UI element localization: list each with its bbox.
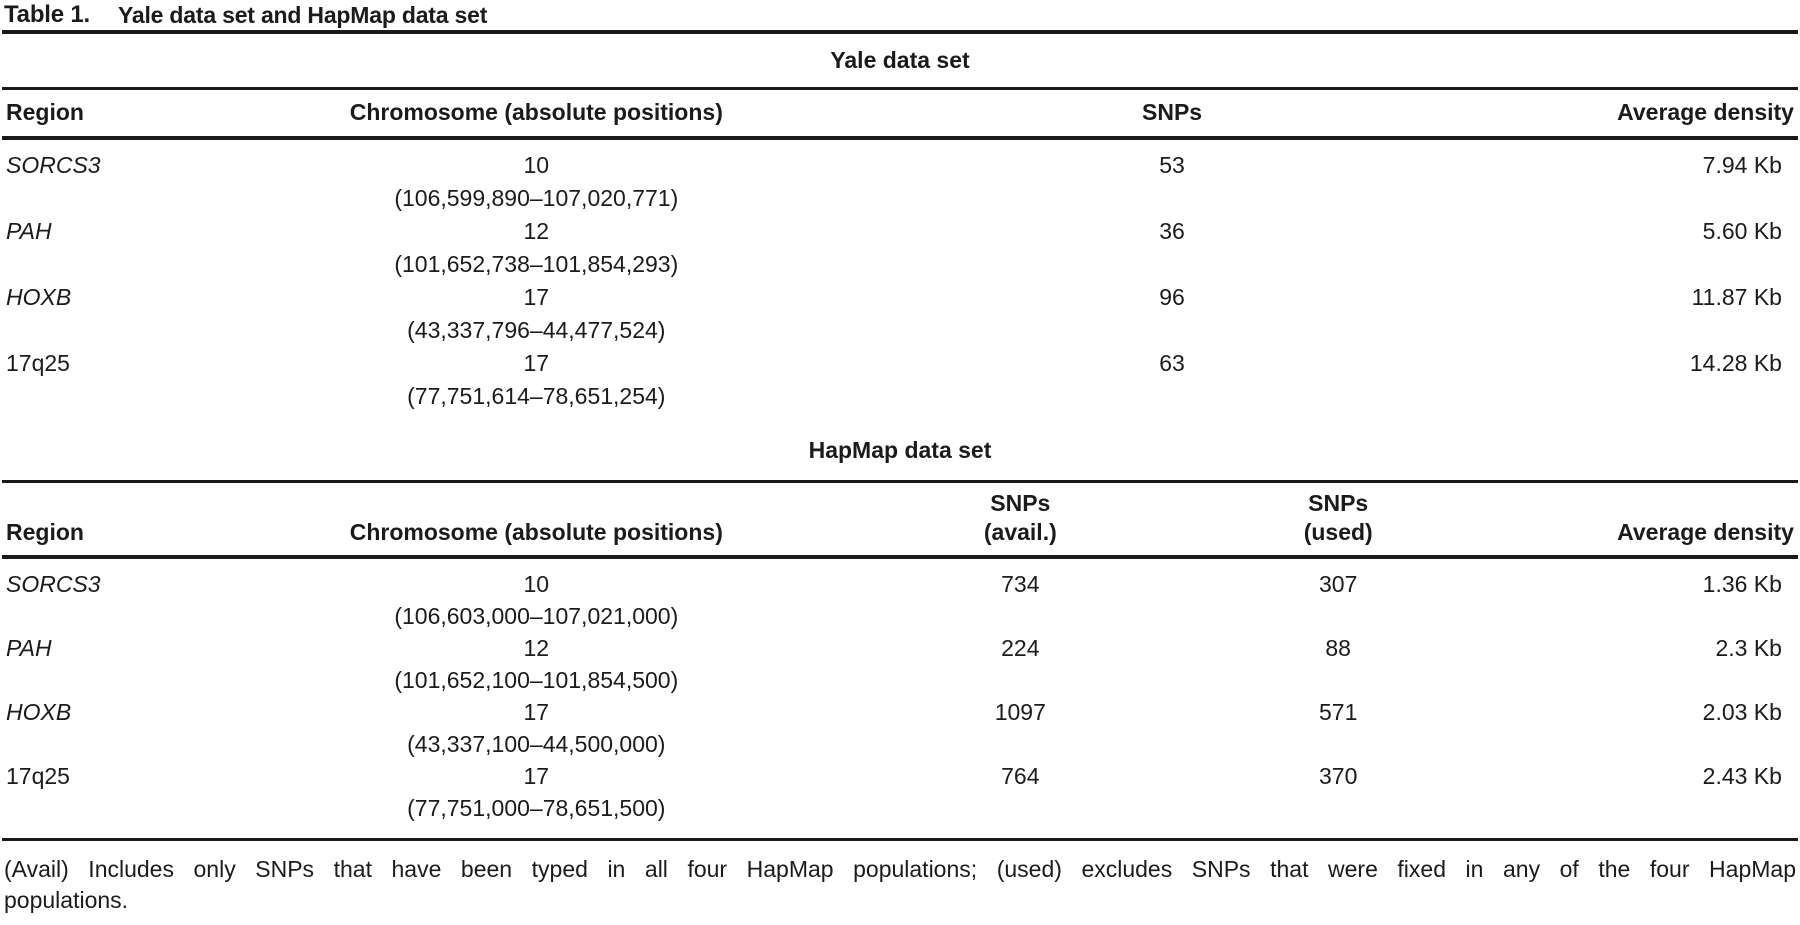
yale-header-row: Region Chromosome (absolute positions) S… bbox=[2, 90, 1798, 136]
density-cell: 2.03 Kb bbox=[1702, 699, 1782, 725]
density-cell: 2.3 Kb bbox=[1715, 635, 1782, 661]
chromosome-cell: 12 (101,652,738–101,854,293) bbox=[271, 215, 801, 281]
hapmap-header-region: Region bbox=[6, 519, 84, 545]
snps-avail-cell: 1097 bbox=[994, 699, 1046, 725]
table-number: Table 1. bbox=[4, 1, 90, 28]
chromosome-positions: (77,751,000–78,651,500) bbox=[407, 795, 666, 821]
region-cell: SORCS3 bbox=[6, 571, 101, 597]
footnote-line2: populations. bbox=[4, 887, 129, 913]
table-row: PAH 12 (101,652,100–101,854,500) 224 88 … bbox=[2, 632, 1798, 696]
chromosome-number: 17 bbox=[523, 284, 550, 310]
density-cell: 1.36 Kb bbox=[1702, 571, 1782, 597]
density-cell: 7.94 Kb bbox=[1702, 152, 1782, 178]
table-title: Yale data set and HapMap data set bbox=[118, 1, 488, 28]
region-cell: PAH bbox=[6, 218, 52, 244]
yale-section-heading: Yale data set bbox=[830, 47, 970, 73]
chromosome-cell: 17 (77,751,614–78,651,254) bbox=[271, 347, 801, 413]
hapmap-header-chromosome: Chromosome (absolute positions) bbox=[349, 519, 723, 545]
hapmap-header-snps-avail: SNPs (avail.) bbox=[801, 489, 1239, 547]
rule-below-yale-header bbox=[2, 136, 1798, 140]
chromosome-positions: (106,603,000–107,021,000) bbox=[394, 603, 679, 629]
table-row: HOXB 17 (43,337,796–44,477,524) 96 11.87… bbox=[2, 281, 1798, 347]
chromosome-number: 10 bbox=[523, 152, 550, 178]
table-caption: Table 1. Yale data set and HapMap data s… bbox=[2, 0, 1798, 30]
region-cell: HOXB bbox=[6, 699, 72, 725]
table-row: SORCS3 10 (106,599,890–107,020,771) 53 7… bbox=[2, 149, 1798, 215]
table-row: PAH 12 (101,652,738–101,854,293) 36 5.60… bbox=[2, 215, 1798, 281]
density-cell: 14.28 Kb bbox=[1689, 350, 1782, 376]
snps-avail-line1: SNPs bbox=[990, 490, 1051, 516]
hapmap-section-heading: HapMap data set bbox=[808, 437, 992, 463]
hapmap-header-row: Region Chromosome (absolute positions) S… bbox=[2, 483, 1798, 555]
chromosome-positions: (101,652,738–101,854,293) bbox=[394, 251, 679, 277]
snps-cell: 63 bbox=[1159, 350, 1185, 376]
chromosome-cell: 10 (106,599,890–107,020,771) bbox=[271, 149, 801, 215]
density-cell: 11.87 Kb bbox=[1691, 284, 1782, 310]
density-cell: 2.43 Kb bbox=[1702, 763, 1782, 789]
chromosome-cell: 17 (77,751,000–78,651,500) bbox=[271, 760, 801, 824]
chromosome-positions: (101,652,100–101,854,500) bbox=[394, 667, 679, 693]
snps-avail-line2: (avail.) bbox=[983, 519, 1057, 545]
region-cell: 17q25 bbox=[6, 350, 70, 376]
rule-below-hapmap-header bbox=[2, 555, 1798, 559]
snps-used-line1: SNPs bbox=[1308, 490, 1369, 516]
hapmap-header-density: Average density bbox=[1617, 519, 1794, 545]
chromosome-cell: 12 (101,652,100–101,854,500) bbox=[271, 632, 801, 696]
region-cell: SORCS3 bbox=[6, 152, 101, 178]
snps-avail-cell: 764 bbox=[1001, 763, 1040, 789]
table-footnote: (Avail) Includes only SNPs that have bee… bbox=[2, 854, 1798, 916]
yale-table-body: SORCS3 10 (106,599,890–107,020,771) 53 7… bbox=[2, 140, 1798, 417]
yale-header-chromosome: Chromosome (absolute positions) bbox=[349, 99, 723, 125]
table-row: 17q25 17 (77,751,614–78,651,254) 63 14.2… bbox=[2, 347, 1798, 413]
snps-used-cell: 370 bbox=[1319, 763, 1358, 789]
region-cell: 17q25 bbox=[6, 763, 70, 789]
region-cell: PAH bbox=[6, 635, 52, 661]
rule-above-yale-header bbox=[2, 87, 1798, 90]
snps-used-line2: (used) bbox=[1303, 519, 1373, 545]
table-row: 17q25 17 (77,751,000–78,651,500) 764 370… bbox=[2, 760, 1798, 824]
region-cell: HOXB bbox=[6, 284, 72, 310]
chromosome-positions: (43,337,100–44,500,000) bbox=[407, 731, 666, 757]
chromosome-positions: (43,337,796–44,477,524) bbox=[407, 317, 666, 343]
chromosome-number: 12 bbox=[523, 635, 550, 661]
snps-used-cell: 88 bbox=[1325, 635, 1351, 661]
chromosome-cell: 17 (43,337,796–44,477,524) bbox=[271, 281, 801, 347]
table-row: HOXB 17 (43,337,100–44,500,000) 1097 571… bbox=[2, 696, 1798, 760]
yale-header-snps: SNPs bbox=[1142, 99, 1203, 125]
footnote-line1: (Avail) Includes only SNPs that have bee… bbox=[4, 856, 1796, 882]
rule-table-bottom bbox=[2, 838, 1798, 841]
hapmap-table-body: SORCS3 10 (106,603,000–107,021,000) 734 … bbox=[2, 559, 1798, 829]
hapmap-header-snps-used: SNPs (used) bbox=[1239, 489, 1437, 547]
snps-cell: 96 bbox=[1159, 284, 1185, 310]
chromosome-cell: 10 (106,603,000–107,021,000) bbox=[271, 568, 801, 632]
chromosome-positions: (77,751,614–78,651,254) bbox=[407, 383, 666, 409]
yale-header-region: Region bbox=[6, 99, 84, 125]
chromosome-number: 12 bbox=[523, 218, 550, 244]
snps-avail-cell: 224 bbox=[1001, 635, 1040, 661]
snps-cell: 36 bbox=[1159, 218, 1185, 244]
rule-under-caption bbox=[2, 30, 1798, 34]
snps-used-cell: 307 bbox=[1319, 571, 1358, 597]
chromosome-number: 17 bbox=[523, 699, 550, 725]
snps-used-cell: 571 bbox=[1319, 699, 1358, 725]
yale-header-density: Average density bbox=[1617, 99, 1794, 125]
chromosome-positions: (106,599,890–107,020,771) bbox=[394, 185, 679, 211]
snps-avail-cell: 734 bbox=[1001, 571, 1040, 597]
density-cell: 5.60 Kb bbox=[1702, 218, 1782, 244]
chromosome-cell: 17 (43,337,100–44,500,000) bbox=[271, 696, 801, 760]
rule-above-hapmap-header bbox=[2, 480, 1798, 483]
snps-cell: 53 bbox=[1159, 152, 1185, 178]
chromosome-number: 17 bbox=[523, 763, 550, 789]
chromosome-number: 10 bbox=[523, 571, 550, 597]
table-row: SORCS3 10 (106,603,000–107,021,000) 734 … bbox=[2, 568, 1798, 632]
chromosome-number: 17 bbox=[523, 350, 550, 376]
